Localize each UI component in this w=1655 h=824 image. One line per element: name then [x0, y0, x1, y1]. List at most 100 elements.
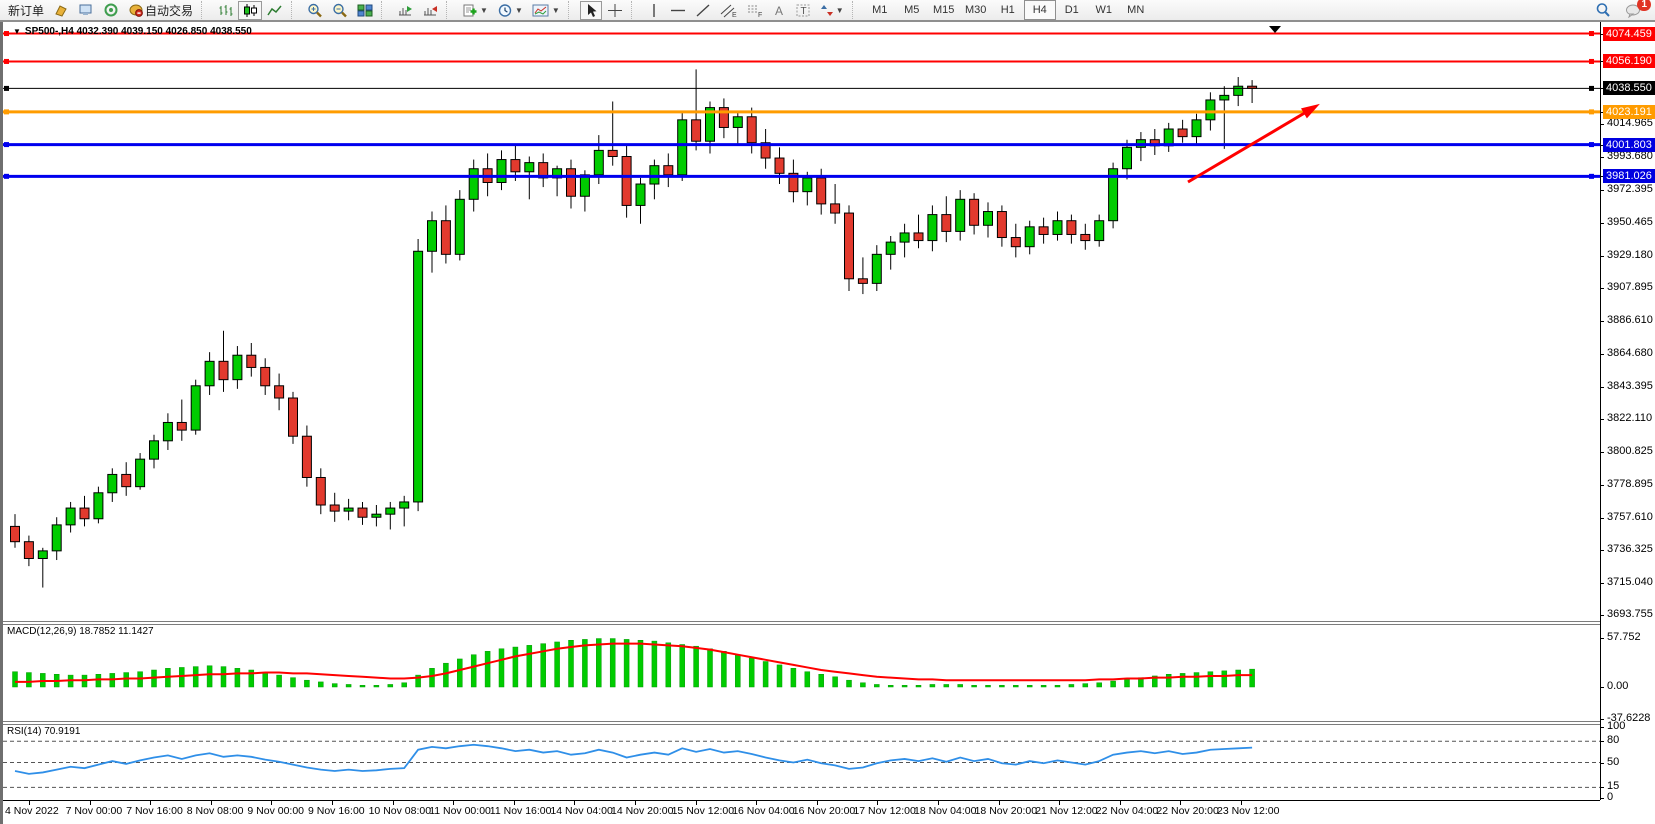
- price-tick-label: 3715.040: [1607, 575, 1653, 588]
- add-indicator-icon: [462, 3, 478, 18]
- axis-tick: [1600, 33, 1604, 35]
- price-tick-label: -37.6228: [1607, 711, 1651, 724]
- templates-button[interactable]: ▼: [528, 1, 564, 20]
- auto-scroll-button[interactable]: [393, 1, 417, 20]
- timeframe-m30[interactable]: M30: [965, 4, 987, 16]
- pane-divider[interactable]: [3, 721, 1655, 725]
- time-axis-tick: [150, 801, 152, 805]
- fibonacci-button[interactable]: F: [742, 1, 767, 20]
- candlestick-chart-type-button[interactable]: [238, 0, 263, 20]
- svg-text:E: E: [732, 12, 737, 18]
- chart-title: ▼ SP500-,H4 4032.390 4039.150 4026.850 40…: [13, 26, 252, 37]
- tile-windows-button[interactable]: [353, 1, 377, 20]
- time-tick-label: 9 Nov 16:00: [308, 805, 365, 817]
- time-axis-tick: [998, 801, 1000, 805]
- axis-tick: [1600, 255, 1604, 257]
- price-line-badge: 4074.459: [1603, 26, 1655, 41]
- time-tick-label: 11 Nov 00:00: [429, 805, 491, 817]
- horizontal-line-button[interactable]: [666, 1, 690, 20]
- time-tick-label: 14 Nov 04:00: [550, 805, 613, 817]
- chevron-down-icon: ▼: [480, 5, 488, 15]
- template-icon: [532, 3, 550, 18]
- navigator-button[interactable]: [99, 1, 123, 20]
- svg-text:A: A: [775, 4, 783, 18]
- axis-tick: [1600, 320, 1604, 322]
- new-chart-button[interactable]: [49, 1, 73, 20]
- time-axis-tick: [29, 801, 30, 805]
- timeframe-d1[interactable]: D1: [1064, 4, 1079, 16]
- indicators-button[interactable]: ▼: [458, 1, 492, 20]
- time-axis-tick: [695, 801, 697, 805]
- toolbar-separator: [851, 1, 860, 19]
- auto-scroll-icon: [397, 3, 413, 18]
- axis-tick: [1600, 156, 1604, 158]
- time-tick-label: 17 Nov 12:00: [853, 805, 916, 817]
- rsi-pane[interactable]: [3, 723, 1600, 800]
- toolbar-separator: [201, 1, 209, 19]
- time-axis-tick: [1059, 801, 1061, 805]
- axis-tick: [1600, 727, 1604, 728]
- periods-button[interactable]: ▼: [493, 1, 527, 20]
- timeframe-m1[interactable]: M1: [872, 4, 888, 16]
- equidistant-channel-icon: E: [720, 3, 737, 18]
- timeframe-h1[interactable]: H1: [1000, 4, 1015, 16]
- timeframe-h4[interactable]: H4: [1023, 0, 1056, 20]
- axis-tick: [1600, 517, 1604, 519]
- market-watch-button[interactable]: [74, 1, 98, 20]
- price-tick-label: 3843.395: [1607, 379, 1653, 392]
- macd-pane[interactable]: [3, 623, 1600, 721]
- crosshair-button[interactable]: [603, 1, 627, 20]
- timeframe-w1[interactable]: W1: [1095, 4, 1112, 16]
- new-order-button[interactable]: 新订单: [4, 1, 48, 20]
- pane-divider[interactable]: [3, 621, 1655, 625]
- price-tick-label: 0: [1607, 791, 1614, 803]
- time-axis-tick: [1119, 801, 1121, 805]
- zoom-out-button[interactable]: [328, 1, 352, 20]
- time-tick-label: 18 Nov 04:00: [914, 805, 977, 817]
- price-tick-label: 0.00: [1607, 680, 1629, 692]
- line-chart-type-button[interactable]: [263, 1, 287, 20]
- time-axis-tick: [756, 801, 758, 805]
- price-tick-label: 4014.965: [1607, 117, 1653, 130]
- arrows-button[interactable]: ▼: [816, 1, 848, 20]
- time-tick-label: 14 Nov 20:00: [611, 805, 674, 817]
- text-label-button[interactable]: T: [791, 1, 815, 20]
- chevron-down-icon: ▼: [551, 5, 560, 15]
- time-axis-tick: [210, 801, 212, 805]
- timeframe-m15[interactable]: M15: [933, 4, 955, 16]
- axis-tick: [1600, 223, 1604, 225]
- cursor-button[interactable]: [579, 0, 602, 20]
- equidistant-channel-button[interactable]: E: [716, 1, 741, 20]
- notifications-button[interactable]: 1: [1621, 0, 1651, 20]
- zoom-in-icon: [307, 3, 323, 18]
- timeframe-mn[interactable]: MN: [1127, 4, 1145, 16]
- autotrading-button[interactable]: 自动交易: [124, 1, 197, 20]
- zoom-in-button[interactable]: [303, 1, 327, 20]
- price-axis[interactable]: 4014.965 3993.680 3972.395 3950.465 3929.180…: [1600, 22, 1655, 824]
- axis-tick: [1600, 124, 1604, 126]
- toolbar-right: 1: [1591, 0, 1651, 20]
- axis-tick: [1600, 61, 1604, 63]
- time-tick-label: 23 Nov 12:00: [1217, 805, 1280, 817]
- vertical-line-button[interactable]: [643, 1, 665, 20]
- vertical-line-icon: [648, 3, 660, 18]
- timeframe-m5[interactable]: M5: [904, 4, 920, 16]
- time-axis-tick: [513, 801, 515, 805]
- price-tick-label: 50: [1607, 755, 1620, 768]
- chart-shift-button[interactable]: [418, 1, 442, 20]
- bar-chart-type-button[interactable]: [213, 1, 237, 20]
- time-tick-label: 7 Nov 00:00: [65, 805, 123, 817]
- main-chart-pane[interactable]: [3, 22, 1600, 621]
- time-axis[interactable]: 4 Nov 2022 7 Nov 00:00 7 Nov 16:00 8 Nov 08…: [3, 800, 1655, 824]
- time-tick-label: 22 Nov 04:00: [1095, 805, 1159, 817]
- trendline-button[interactable]: [691, 1, 715, 20]
- market-watch-icon: [78, 3, 94, 17]
- price-tick-label: 3907.895: [1607, 281, 1653, 294]
- price-tick-label: 3693.755: [1607, 608, 1653, 621]
- text-button[interactable]: A: [768, 1, 790, 20]
- time-axis-tick: [392, 801, 394, 805]
- search-button[interactable]: [1591, 1, 1615, 20]
- price-tick-label: 3757.610: [1607, 510, 1653, 523]
- time-axis-tick: [332, 801, 333, 805]
